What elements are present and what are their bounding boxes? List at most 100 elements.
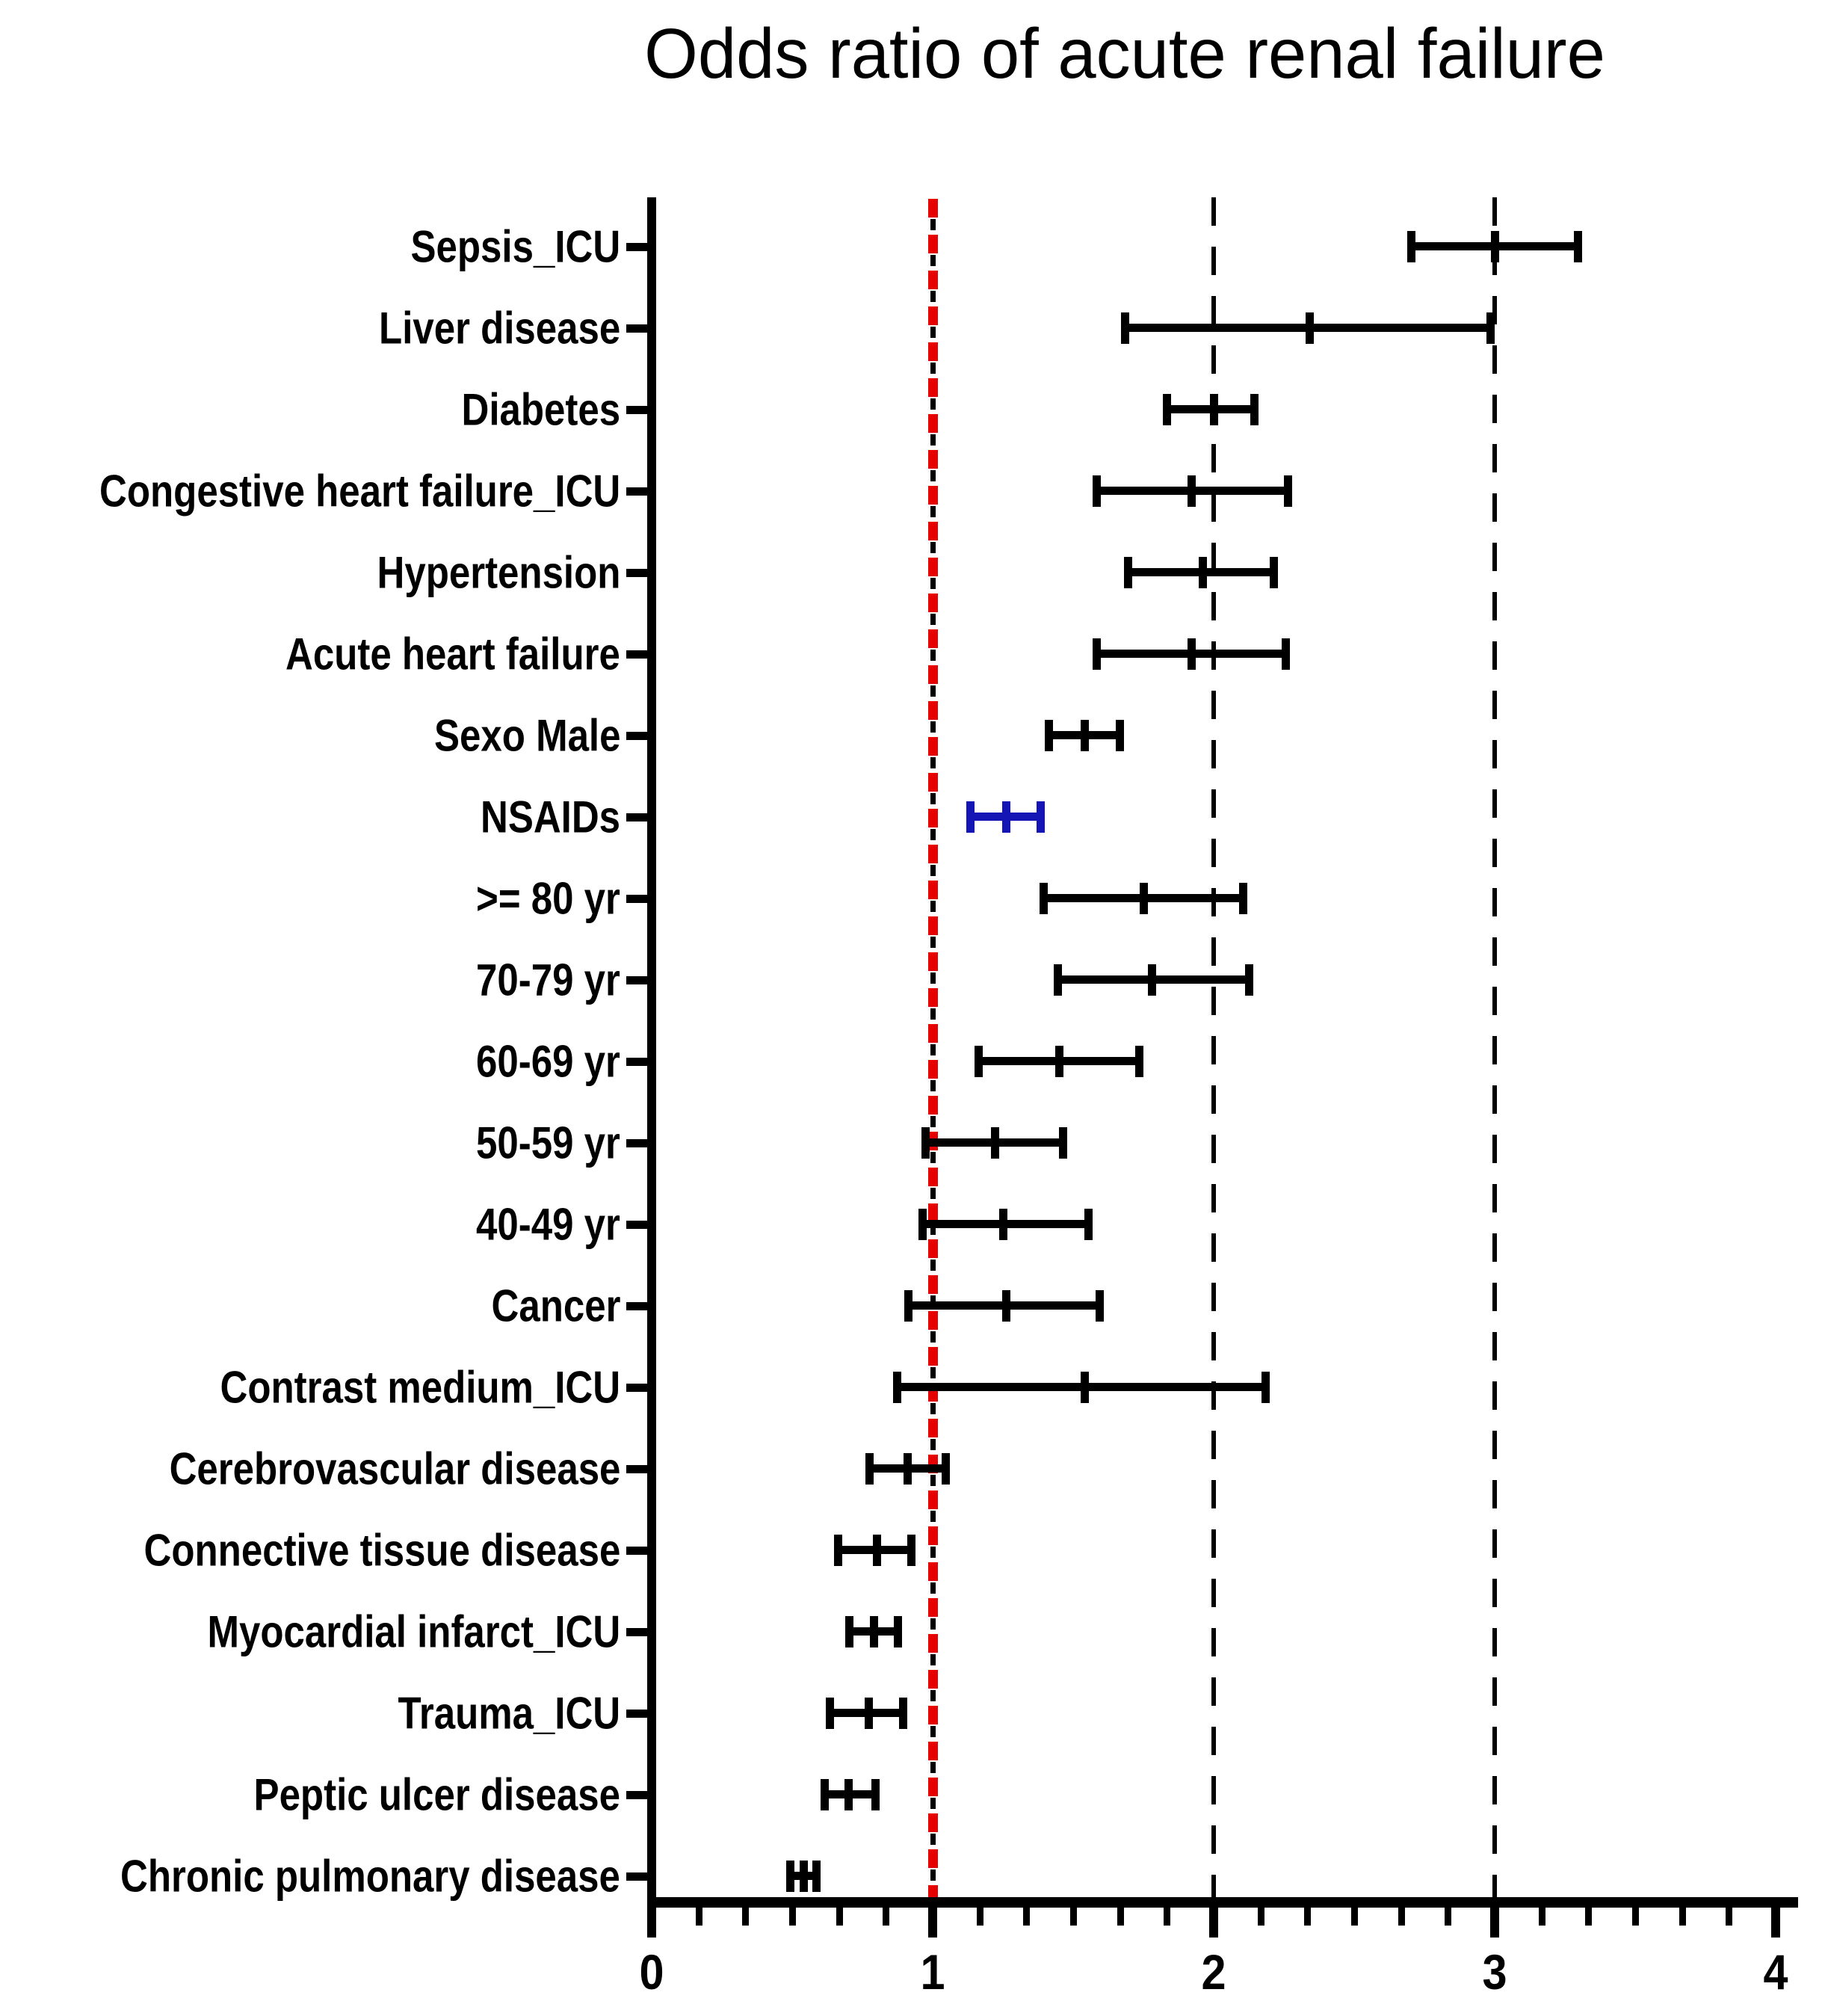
ci-cap-high xyxy=(907,1535,916,1566)
x-minor-tick xyxy=(1632,1908,1639,1926)
category-label: Trauma_ICU xyxy=(398,1688,620,1739)
point-estimate-tick xyxy=(904,1453,912,1485)
point-estimate-tick xyxy=(1490,231,1499,262)
ci-bar xyxy=(1039,883,1248,914)
ci-cap-high xyxy=(941,1453,950,1485)
ci-bar xyxy=(865,1453,950,1485)
y-tick xyxy=(626,1791,647,1799)
point-estimate-tick xyxy=(1139,883,1148,914)
point-estimate-tick xyxy=(1305,312,1314,344)
y-tick xyxy=(626,976,647,984)
ci-cap-high xyxy=(812,1861,821,1892)
category-label: Sexo Male xyxy=(433,710,620,761)
ci-bar xyxy=(975,1046,1143,1077)
point-estimate-tick xyxy=(1001,801,1010,833)
y-tick xyxy=(626,650,647,659)
point-estimate-tick xyxy=(800,1861,809,1892)
point-estimate-tick xyxy=(998,1209,1007,1240)
x-minor-tick xyxy=(1538,1908,1545,1926)
point-estimate-tick xyxy=(1001,1290,1010,1322)
x-major-tick xyxy=(928,1908,937,1938)
ci-cap-high xyxy=(1239,883,1248,914)
x-major-tick xyxy=(647,1908,656,1938)
ci-cap-high xyxy=(899,1698,908,1729)
ci-cap-low xyxy=(1045,720,1054,751)
y-tick xyxy=(626,243,647,251)
ci-bar xyxy=(820,1779,880,1810)
x-minor-tick xyxy=(1726,1908,1733,1926)
x-minor-tick xyxy=(1398,1908,1405,1926)
ci-cap-low xyxy=(966,801,975,833)
x-minor-tick xyxy=(976,1908,983,1926)
ci-bar xyxy=(1053,964,1253,996)
y-tick xyxy=(626,895,647,903)
ci-bar xyxy=(966,801,1046,833)
x-minor-tick xyxy=(695,1908,702,1926)
ci-bar xyxy=(1407,231,1582,262)
ci-cap-high xyxy=(1281,638,1290,670)
ci-cap-low xyxy=(1407,231,1416,262)
ci-cap-low xyxy=(1163,394,1172,425)
y-tick xyxy=(626,406,647,414)
x-tick-label: 0 xyxy=(639,1944,664,2000)
point-estimate-tick xyxy=(844,1779,853,1810)
ci-bar xyxy=(921,1127,1068,1159)
y-tick xyxy=(626,569,647,577)
category-label: Acute heart failure xyxy=(285,629,620,679)
x-minor-tick xyxy=(883,1908,890,1926)
ci-cap-low xyxy=(820,1779,829,1810)
ci-cap-low xyxy=(845,1616,854,1647)
point-estimate-tick xyxy=(1055,1046,1064,1077)
ci-bar xyxy=(1093,638,1290,670)
ci-bar xyxy=(1045,720,1124,751)
y-tick xyxy=(626,1221,647,1229)
ci-bar xyxy=(904,1290,1105,1322)
x-minor-tick xyxy=(1445,1908,1452,1926)
ci-cap-low xyxy=(826,1698,835,1729)
category-label: Sepsis_ICU xyxy=(410,221,620,272)
category-label: 60-69 yr xyxy=(476,1036,620,1087)
x-minor-tick xyxy=(1023,1908,1031,1926)
ci-cap-low xyxy=(918,1209,927,1240)
ci-cap-low xyxy=(921,1127,930,1159)
category-label: Cerebrovascular disease xyxy=(169,1443,620,1494)
ci-cap-low xyxy=(1093,475,1102,507)
ci-cap-high xyxy=(893,1616,902,1647)
ci-bar xyxy=(1120,312,1495,344)
y-tick xyxy=(626,1547,647,1555)
category-label: 70-79 yr xyxy=(476,955,620,1005)
gridline-x2 xyxy=(1211,197,1216,1897)
category-label: >= 80 yr xyxy=(476,873,620,924)
ci-cap-high xyxy=(1250,394,1259,425)
ci-bar xyxy=(1123,557,1279,588)
y-tick xyxy=(626,1465,647,1473)
y-tick xyxy=(626,1302,647,1310)
x-tick-label: 3 xyxy=(1482,1944,1507,2000)
y-tick xyxy=(626,1058,647,1066)
ci-cap-high xyxy=(1573,231,1582,262)
x-minor-tick xyxy=(1304,1908,1312,1926)
y-axis-line xyxy=(647,197,656,1908)
point-estimate-tick xyxy=(864,1698,873,1729)
x-tick-label: 2 xyxy=(1201,1944,1226,2000)
ci-bar xyxy=(786,1861,821,1892)
y-tick xyxy=(626,1139,647,1147)
ci-cap-low xyxy=(975,1046,983,1077)
ci-cap-high xyxy=(1084,1209,1093,1240)
point-estimate-tick xyxy=(990,1127,999,1159)
ci-cap-high xyxy=(1284,475,1293,507)
category-label: Cancer xyxy=(491,1280,620,1331)
ci-cap-high xyxy=(1486,312,1495,344)
ci-cap-low xyxy=(865,1453,874,1485)
x-major-tick xyxy=(1209,1908,1218,1938)
y-tick xyxy=(626,324,647,333)
ci-cap-low xyxy=(1123,557,1132,588)
y-tick xyxy=(626,1628,647,1636)
ci-cap-high xyxy=(1134,1046,1143,1077)
ci-cap-high xyxy=(1059,1127,1068,1159)
x-minor-tick xyxy=(1164,1908,1171,1926)
reference-line-red-dashes xyxy=(928,197,938,1897)
ci-cap-low xyxy=(1053,964,1062,996)
